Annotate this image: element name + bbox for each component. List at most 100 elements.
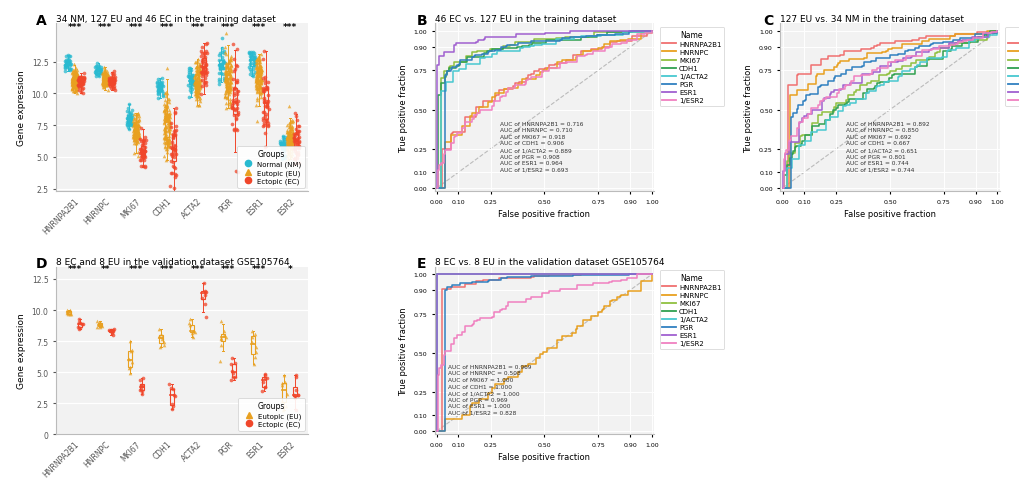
Point [64, 69, 81, 77]
Point [279, 149, 296, 157]
Point [167, 123, 183, 131]
Point [246, 55, 262, 63]
Point [282, 152, 299, 160]
Point [281, 123, 298, 131]
Point [289, 143, 306, 151]
Point [126, 125, 143, 133]
Point [278, 141, 294, 149]
Point [158, 137, 174, 144]
Point [221, 91, 237, 99]
Point [158, 122, 174, 130]
Point [279, 131, 296, 139]
Point [99, 75, 115, 83]
Point [137, 153, 153, 161]
Point [276, 142, 292, 150]
Point [220, 82, 236, 90]
Point [247, 60, 263, 67]
Point [248, 60, 264, 68]
Point [242, 71, 258, 79]
Point [158, 135, 174, 142]
Point [250, 86, 266, 94]
Point [242, 61, 258, 68]
Point [251, 71, 267, 79]
Point [128, 129, 145, 137]
Point [70, 76, 87, 83]
Point [99, 80, 115, 88]
Point [219, 83, 235, 91]
Point [129, 128, 146, 136]
Point [125, 134, 142, 142]
Point [101, 81, 117, 89]
Point [161, 126, 177, 134]
Point [95, 73, 111, 81]
Point [226, 89, 243, 97]
Point [57, 65, 73, 73]
Point [157, 118, 173, 125]
Point [130, 122, 147, 129]
Point [250, 54, 266, 61]
Point [65, 76, 82, 83]
Point [220, 69, 236, 77]
Point [259, 374, 275, 382]
Point [158, 139, 174, 146]
Point [69, 75, 86, 82]
Point [65, 69, 82, 77]
Point [106, 75, 122, 83]
Point [130, 123, 147, 131]
Point [161, 140, 177, 147]
Point [62, 67, 78, 75]
Point [65, 71, 82, 79]
Point [254, 67, 270, 75]
Point [68, 81, 85, 89]
Point [249, 68, 265, 76]
Point [91, 66, 107, 74]
Point [251, 73, 267, 81]
Point [89, 323, 105, 331]
Point [160, 111, 176, 119]
Point [223, 68, 239, 76]
Point [273, 398, 289, 406]
Point [255, 84, 271, 92]
Point [93, 67, 109, 75]
Point [229, 168, 246, 176]
Point [161, 142, 177, 149]
Point [125, 134, 142, 142]
Point [121, 355, 138, 363]
Point [222, 57, 238, 65]
X-axis label: False positive fraction: False positive fraction [498, 452, 590, 462]
Point [245, 71, 261, 79]
Point [68, 71, 85, 79]
Point [221, 102, 237, 109]
Point [165, 145, 181, 153]
Point [180, 65, 197, 73]
Point [224, 104, 240, 112]
Point [278, 145, 294, 153]
Point [69, 67, 86, 75]
Point [63, 85, 79, 93]
Point [102, 78, 118, 86]
Point [156, 114, 172, 122]
Point [160, 120, 176, 127]
Point [190, 68, 206, 76]
Point [187, 77, 204, 84]
Point [127, 132, 144, 140]
Point [221, 99, 237, 106]
Point [258, 84, 274, 92]
Point [281, 137, 298, 144]
Point [283, 134, 300, 142]
Point [192, 66, 208, 74]
Point [160, 116, 176, 123]
Point [99, 71, 115, 79]
Point [150, 85, 166, 93]
Point [101, 327, 117, 335]
Point [255, 123, 271, 131]
Point [60, 61, 76, 68]
Point [122, 364, 139, 371]
Point [214, 58, 230, 66]
Point [127, 121, 144, 129]
Point [98, 79, 114, 86]
Point [126, 134, 143, 142]
Point [226, 85, 243, 93]
Point [282, 133, 299, 141]
Point [218, 63, 234, 71]
